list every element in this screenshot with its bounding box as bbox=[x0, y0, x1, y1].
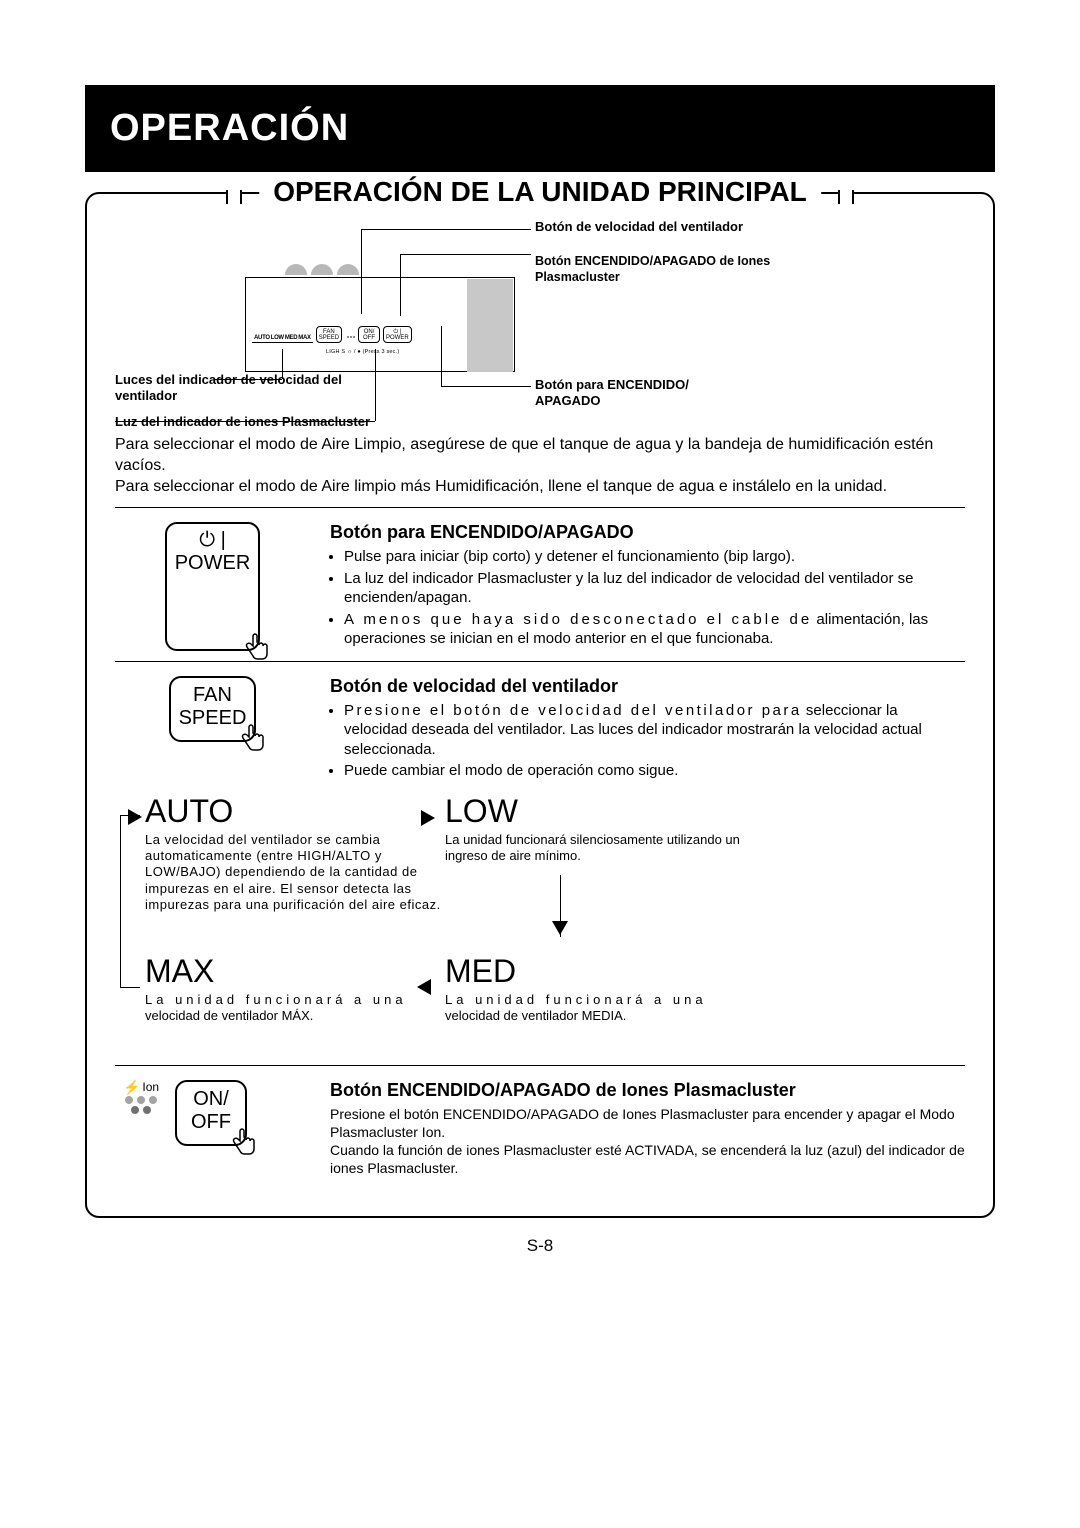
mode-low: LOW La unidad funcionará silenciosamente… bbox=[445, 793, 745, 865]
mode-auto: AUTO La velocidad del ventilador se camb… bbox=[145, 793, 445, 913]
leader-line bbox=[375, 349, 376, 421]
panel-subtext: LIGH S ☼ / ● (Press 3 sec.) bbox=[326, 349, 399, 355]
leader-line bbox=[400, 254, 401, 316]
fan-speed-bullets: Presione el botón de velocidad del venti… bbox=[330, 701, 965, 781]
arrow-med-to-max bbox=[417, 978, 431, 996]
arrow-max-to-auto bbox=[128, 808, 142, 826]
panel-illustration: AUTO LOW MED MAX FAN SPEED bbox=[245, 264, 515, 372]
ion-button-section: ⚡Ion ON/ OFF bbox=[115, 1080, 965, 1178]
power-button-bullets: Pulse para iniciar (bip corto) y detener… bbox=[330, 547, 965, 649]
ion-button-desc: Presione el botón ENCENDIDO/APAGADO de I… bbox=[330, 1105, 965, 1178]
main-box-title: OPERACIÓN DE LA UNIDAD PRINCIPAL bbox=[259, 176, 821, 208]
callout-power-button: Botón para ENCENDIDO/ APAGADO bbox=[535, 377, 755, 410]
leader-line bbox=[441, 326, 442, 386]
leader-line bbox=[120, 815, 140, 988]
panel-ion-button: ON/ OFF bbox=[358, 326, 380, 343]
decorative-notch bbox=[838, 192, 854, 204]
power-button-illustration: ⏻ | POWER bbox=[165, 522, 261, 651]
arrow-low-to-med bbox=[552, 935, 568, 953]
divider bbox=[115, 507, 965, 508]
mode-max: MAX La unidad funcionará a unavelocidad … bbox=[145, 953, 445, 1025]
arrow-auto-to-low bbox=[421, 809, 435, 827]
panel-speed-labels: AUTO LOW MED MAX bbox=[252, 334, 313, 343]
callout-fan-speed-lights: Luces del indicador de velocidad del ven… bbox=[115, 372, 355, 405]
hand-pointer-icon bbox=[237, 723, 269, 755]
power-button-section: ⏻ | POWER Botón para ENCENDIDO/APAGADO P… bbox=[115, 522, 965, 651]
leader-line bbox=[400, 254, 531, 255]
callout-ion-light: Luz del indicador de iones Plasmacluster bbox=[115, 414, 515, 430]
panel-ion-dots bbox=[346, 325, 355, 343]
page: OPERACIÓN OPERACIÓN DE LA UNIDAD PRINCIP… bbox=[0, 0, 1080, 1286]
page-number: S-8 bbox=[85, 1236, 995, 1256]
decorative-notch bbox=[226, 192, 242, 204]
fan-speed-button-illustration: FAN SPEED bbox=[169, 676, 257, 742]
intro-paragraph: Para seleccionar el modo de Aire Limpio,… bbox=[115, 435, 965, 497]
hand-pointer-icon bbox=[241, 632, 273, 664]
ion-button-illustration: ON/ OFF bbox=[175, 1080, 247, 1146]
fan-speed-heading: Botón de velocidad del ventilador bbox=[330, 676, 965, 697]
panel-power-button: ⏻ | POWER bbox=[383, 326, 412, 343]
section-title: OPERACIÓN bbox=[110, 107, 970, 150]
leader-line bbox=[441, 386, 531, 387]
callout-fan-speed-button: Botón de velocidad del ventilador bbox=[535, 219, 775, 235]
power-button-heading: Botón para ENCENDIDO/APAGADO bbox=[330, 522, 965, 543]
leader-line bbox=[361, 229, 362, 314]
fan-mode-diagram: AUTO La velocidad del ventilador se camb… bbox=[115, 793, 965, 1093]
mode-med: MED La unidad funcionará a unavelocidad … bbox=[445, 953, 745, 1025]
main-operation-box: OPERACIÓN DE LA UNIDAD PRINCIPAL AUTO LO… bbox=[85, 192, 995, 1218]
control-panel-diagram: AUTO LOW MED MAX FAN SPEED bbox=[115, 229, 965, 429]
panel-fan-button: FAN SPEED bbox=[316, 326, 342, 343]
callout-ion-button: Botón ENCENDIDO/APAGADO de Iones Plasmac… bbox=[535, 254, 785, 285]
section-header-bar: OPERACIÓN bbox=[85, 85, 995, 172]
leader-line bbox=[361, 229, 531, 230]
ion-indicator-icon: ⚡Ion bbox=[115, 1080, 167, 1114]
hand-pointer-icon bbox=[228, 1127, 260, 1159]
fan-speed-section: FAN SPEED Botón de velocidad del ventila… bbox=[115, 676, 965, 783]
